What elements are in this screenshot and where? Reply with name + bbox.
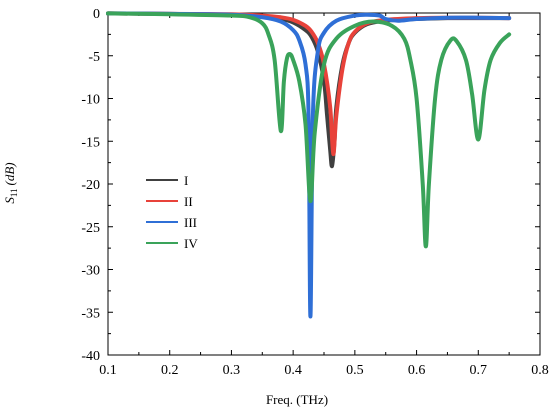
y-axis-title-main: S [2,197,17,204]
x-tick-label: 0.4 [284,363,302,378]
series-line-iv [106,11,512,249]
legend-label-i: I [184,173,188,188]
x-tick-label: 0.6 [408,363,426,378]
y-tick-label: -15 [81,135,100,150]
y-tick-label: -35 [81,306,100,321]
y-axis-title-sub: 11 [9,188,19,197]
y-tick-label: -25 [81,221,100,236]
x-tick-label: 0.8 [531,363,549,378]
y-tick-label: -5 [88,50,100,65]
legend-label-iii: III [184,215,197,230]
x-tick-label: 0.1 [99,363,117,378]
series-line-iii [106,11,512,319]
svg-text:S11(dB): S11 (dB) [2,162,19,203]
legend-label-ii: II [184,194,193,209]
y-tick-label: -30 [81,264,100,279]
x-tick-label: 0.3 [223,363,241,378]
ticks: 0.1 0.2 0.3 0.4 0.5 0.6 0.7 0.8 0 -5 -10 -15 -20 -25 -… [81,7,548,378]
y-tick-label: -40 [81,349,100,364]
y-axis-title: S11 (dB) [2,162,19,203]
y-tick-label: -20 [81,178,100,193]
x-tick-label: 0.2 [161,363,179,378]
y-tick-label: 0 [93,7,100,22]
legend-label-iv: IV [184,236,198,251]
x-tick-label: 0.7 [470,363,488,378]
x-axis-title: Freq. (THz) [266,392,328,407]
series-layer [106,11,512,319]
x-tick-label: 0.5 [346,363,364,378]
y-tick-label: -10 [81,93,100,108]
y-axis-title-unit: (dB) [2,162,17,185]
